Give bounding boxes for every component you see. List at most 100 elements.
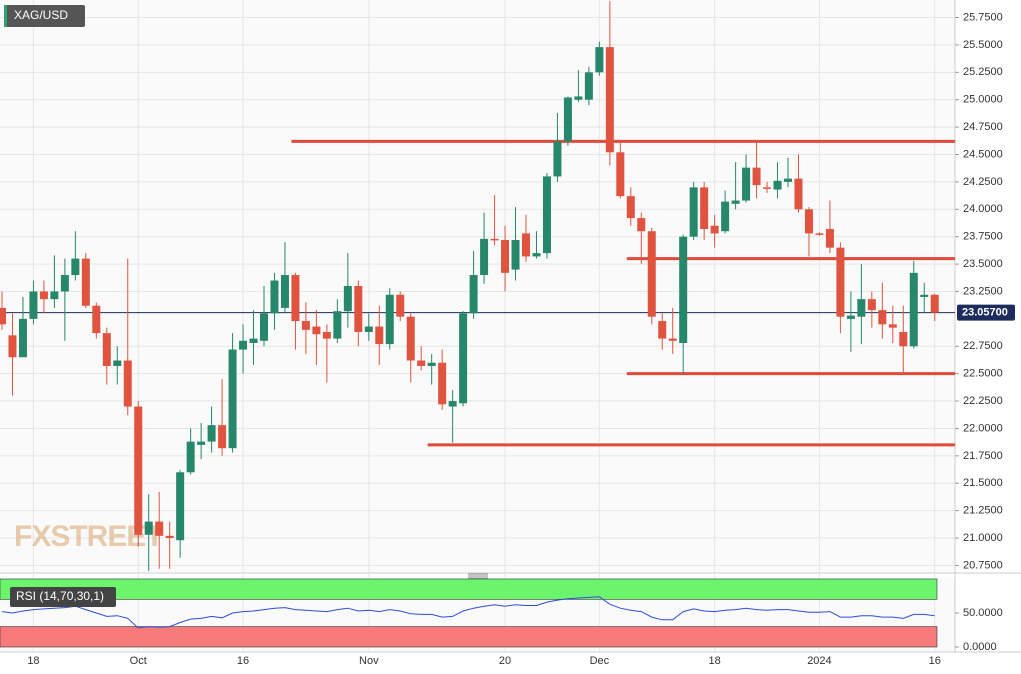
candle-body	[773, 180, 782, 190]
candle-body	[333, 311, 342, 339]
candle-body	[113, 360, 122, 366]
candle-body	[18, 318, 27, 358]
candle-body	[825, 229, 834, 248]
candle-body	[930, 294, 939, 313]
candle-body	[427, 362, 436, 366]
candle-body	[920, 294, 929, 297]
candle-body	[186, 441, 195, 473]
candle-body	[637, 218, 646, 232]
y-tick-label: 21.5000	[963, 477, 1003, 489]
candle-body	[511, 239, 520, 270]
candle-body	[438, 362, 447, 405]
y-tick-label: 50.0000	[963, 607, 1003, 619]
candle-body	[794, 178, 803, 210]
x-tick-label: Oct	[130, 655, 147, 667]
title-box	[4, 5, 85, 27]
candle-body	[134, 406, 143, 535]
candle-body	[595, 47, 604, 73]
y-tick-label: 23.2500	[963, 285, 1003, 297]
candle-body	[165, 535, 174, 539]
candle-body	[574, 96, 583, 100]
y-tick-label: 20.7500	[963, 559, 1003, 571]
candle-body	[155, 521, 164, 536]
candle-body	[354, 286, 363, 333]
candle-body	[846, 315, 855, 319]
y-tick-label: 25.7500	[963, 11, 1003, 23]
x-tick-label: 20	[499, 655, 511, 667]
y-tick-label: 25.5000	[963, 39, 1003, 51]
x-tick-label: 2024	[807, 655, 831, 667]
x-tick-label: 18	[709, 655, 721, 667]
y-tick-label: 23.7500	[963, 231, 1003, 243]
chart-title: XAG/USD	[14, 8, 68, 22]
y-tick-label: 24.2500	[963, 176, 1003, 188]
candle-body	[375, 326, 384, 345]
candle-body	[50, 291, 59, 300]
candle-body	[280, 275, 289, 308]
candle-body	[605, 47, 614, 153]
candle-body	[490, 238, 499, 241]
candle-body	[301, 321, 310, 330]
last-price-label: 23.05700	[962, 307, 1008, 319]
candle-body	[123, 360, 132, 407]
candle-body	[71, 258, 80, 276]
y-tick-label: 0.0000	[963, 641, 997, 653]
candle-body	[239, 340, 248, 350]
candle-body	[742, 167, 751, 201]
x-tick-label: 16	[237, 655, 249, 667]
candle-body	[616, 152, 625, 197]
title-accent	[4, 5, 7, 27]
candle-body	[322, 332, 331, 339]
candle-body	[553, 141, 562, 177]
y-tick-label: 21.0000	[963, 532, 1003, 544]
candle-body	[0, 307, 6, 325]
candle-body	[763, 187, 772, 189]
candle-body	[8, 335, 17, 358]
candle-body	[39, 291, 48, 300]
y-tick-label: 24.7500	[963, 121, 1003, 133]
candle-body	[260, 313, 268, 341]
candle-body	[721, 201, 730, 232]
candle-body	[144, 521, 153, 535]
candle-body	[542, 176, 551, 254]
candle-body	[312, 326, 321, 335]
candle-body	[836, 247, 845, 317]
candle-body	[343, 286, 352, 312]
candle-body	[784, 178, 792, 182]
y-tick-label: 21.7500	[963, 450, 1003, 462]
candle-body	[563, 97, 572, 142]
rsi-title-box	[10, 587, 116, 607]
candle-body	[584, 72, 593, 100]
candle-body	[710, 225, 719, 234]
candle-body	[81, 258, 90, 306]
candle-body	[459, 313, 468, 404]
rsi-band	[0, 578, 938, 600]
candle-body	[197, 441, 206, 445]
x-tick-label: Nov	[359, 655, 379, 667]
candle-body	[228, 349, 237, 449]
candle-body	[752, 167, 761, 186]
y-tick-label: 24.5000	[963, 148, 1003, 160]
y-tick-label: 22.2500	[963, 395, 1003, 407]
candle-body	[92, 305, 101, 334]
candle-body	[679, 236, 688, 343]
candle-body	[878, 310, 887, 325]
x-tick-label: Dec	[590, 655, 610, 667]
candle-body	[291, 275, 300, 322]
candle-body	[501, 239, 510, 273]
candle-body	[448, 401, 457, 407]
y-tick-label: 21.2500	[963, 505, 1003, 517]
candle-body	[60, 275, 69, 292]
candle-body	[888, 324, 897, 328]
x-tick-label: 16	[929, 655, 941, 667]
candle-body	[176, 472, 185, 541]
candle-body	[249, 338, 258, 343]
candle-body	[815, 233, 824, 235]
last-price-tag	[957, 304, 1015, 321]
candle-body	[364, 326, 373, 333]
candle-body	[480, 238, 489, 276]
rsi-band	[0, 626, 938, 648]
candle-body	[804, 209, 813, 234]
divider-handle[interactable]	[468, 573, 488, 579]
candle-body	[522, 233, 530, 257]
